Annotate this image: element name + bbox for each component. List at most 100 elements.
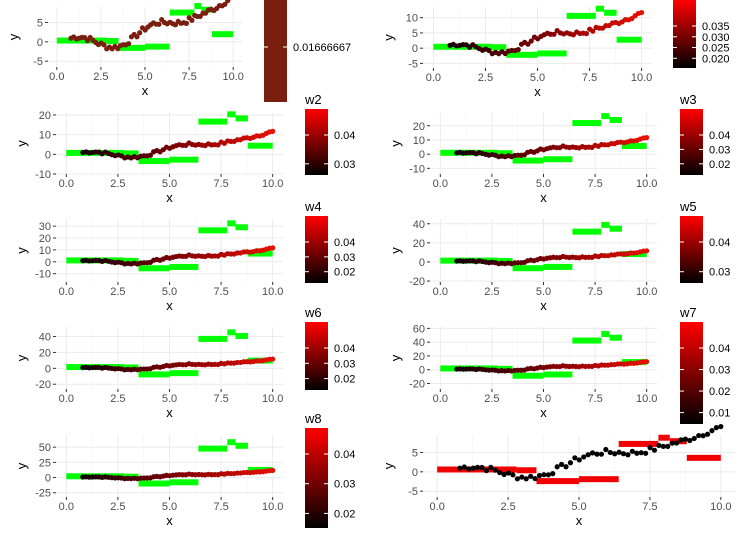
legend-label: 0.03 [334,479,355,491]
x-tick-label: 0.0 [433,393,448,405]
data-point [644,248,650,254]
data-point [598,451,605,457]
legend-label: 0.04 [709,343,730,355]
y-tick-label: 20 [39,233,51,245]
x-axis-label: x [540,298,547,313]
data-point [590,28,596,34]
fit-segment [194,3,202,10]
legend-title: w7 [679,305,697,320]
fit-segment [516,467,537,474]
fit-segment [56,37,107,44]
legend-colorbar [305,322,328,390]
x-tick-label: 7.5 [181,71,196,83]
data-point [466,466,472,472]
fit-segment [609,117,622,124]
y-tick-label: 0 [37,37,43,49]
y-tick-label: 10 [39,245,51,257]
legend-title: w2 [304,92,322,107]
x-tick-label: 5.0 [536,178,551,190]
x-tick-label: 7.5 [587,286,602,298]
chart-panel-7: 0.0 2.5 5.0 7.5 10.0 -20 0 20 40 x y [14,327,283,420]
x-tick-label: 7.5 [213,286,228,298]
y-tick-label: 0 [45,473,51,485]
y-axis-label: y [381,34,396,41]
data-point [718,423,724,430]
data-point [486,47,492,54]
data-point [691,435,697,442]
x-tick-label: 5.0 [162,286,177,298]
fit-segment [512,372,544,379]
legend-label: 0.04 [334,237,355,249]
legend-title: w6 [304,305,322,320]
data-point [514,476,520,482]
data-point [696,432,702,439]
data-point [126,41,132,47]
x-tick-label: 0.0 [59,286,74,298]
x-tick-label: 5.0 [571,501,586,513]
fit-segment [235,115,248,122]
y-tick-label: 5 [412,28,418,40]
data-point [505,470,512,476]
data-point [461,464,467,470]
fit-segment [247,142,273,149]
fit-segment [621,142,647,149]
data-point [470,465,476,471]
x-tick-label: 2.5 [478,72,493,84]
legend-colorbar [673,0,696,68]
data-point [678,437,684,443]
y-axis-label: y [388,247,403,254]
fit-segment [235,333,248,340]
data-point [519,474,525,480]
chart-panel-6: 0.0 2.5 5.0 7.5 10.0 -20 0 20 40 x y [388,219,657,313]
legend-9: w8 0.04 0.03 0.02 [304,411,355,528]
fit-segment [616,36,642,43]
fit-segment [247,250,273,257]
data-point [536,472,543,479]
data-point [594,451,600,457]
y-tick-label: 0 [412,43,418,55]
x-tick-label: 5.0 [137,71,152,83]
x-tick-label: 10.0 [222,71,243,83]
x-tick-label: 10.0 [636,393,657,405]
y-tick-label: 25 [39,457,51,469]
x-tick-label: 2.5 [484,286,499,298]
legend-label: 0.02 [334,374,355,386]
y-tick-label: 0 [45,149,51,161]
legend-6: w5 0.04 0.03 [679,199,730,283]
data-point [643,450,649,456]
y-axis-label: y [388,354,403,361]
data-point [581,454,587,460]
data-point [523,476,529,482]
fit-segment [169,479,199,486]
data-point [528,473,534,479]
data-point [479,464,485,471]
fit-segment [235,224,248,231]
legend-7: w6 0.04 0.03 0.02 [304,305,355,390]
legend-colorbar [305,216,328,283]
y-axis-label: y [14,247,29,254]
fit-segment [169,263,199,270]
data-point [183,20,190,26]
x-axis-label: x [142,83,149,98]
fit-segment [198,445,228,452]
legend-label: 0.03 [709,144,730,156]
fit-segment [604,9,617,16]
data-point [585,452,591,458]
data-point [270,356,276,362]
y-tick-label: 10 [413,135,425,147]
x-tick-label: 5.0 [536,393,551,405]
y-tick-label: 20 [413,351,425,363]
x-tick-label: 10.0 [636,286,657,298]
x-tick-label: 0.0 [59,178,74,190]
fit-segment [601,331,610,338]
data-point [532,475,538,482]
data-point [634,450,640,456]
data-point [270,245,276,251]
y-tick-label: -20 [409,276,425,288]
fit-segment [572,228,602,235]
fit-segment [498,150,513,157]
data-point [704,431,711,437]
x-tick-label: 0.0 [433,178,448,190]
x-tick-label: 5.0 [162,501,177,513]
